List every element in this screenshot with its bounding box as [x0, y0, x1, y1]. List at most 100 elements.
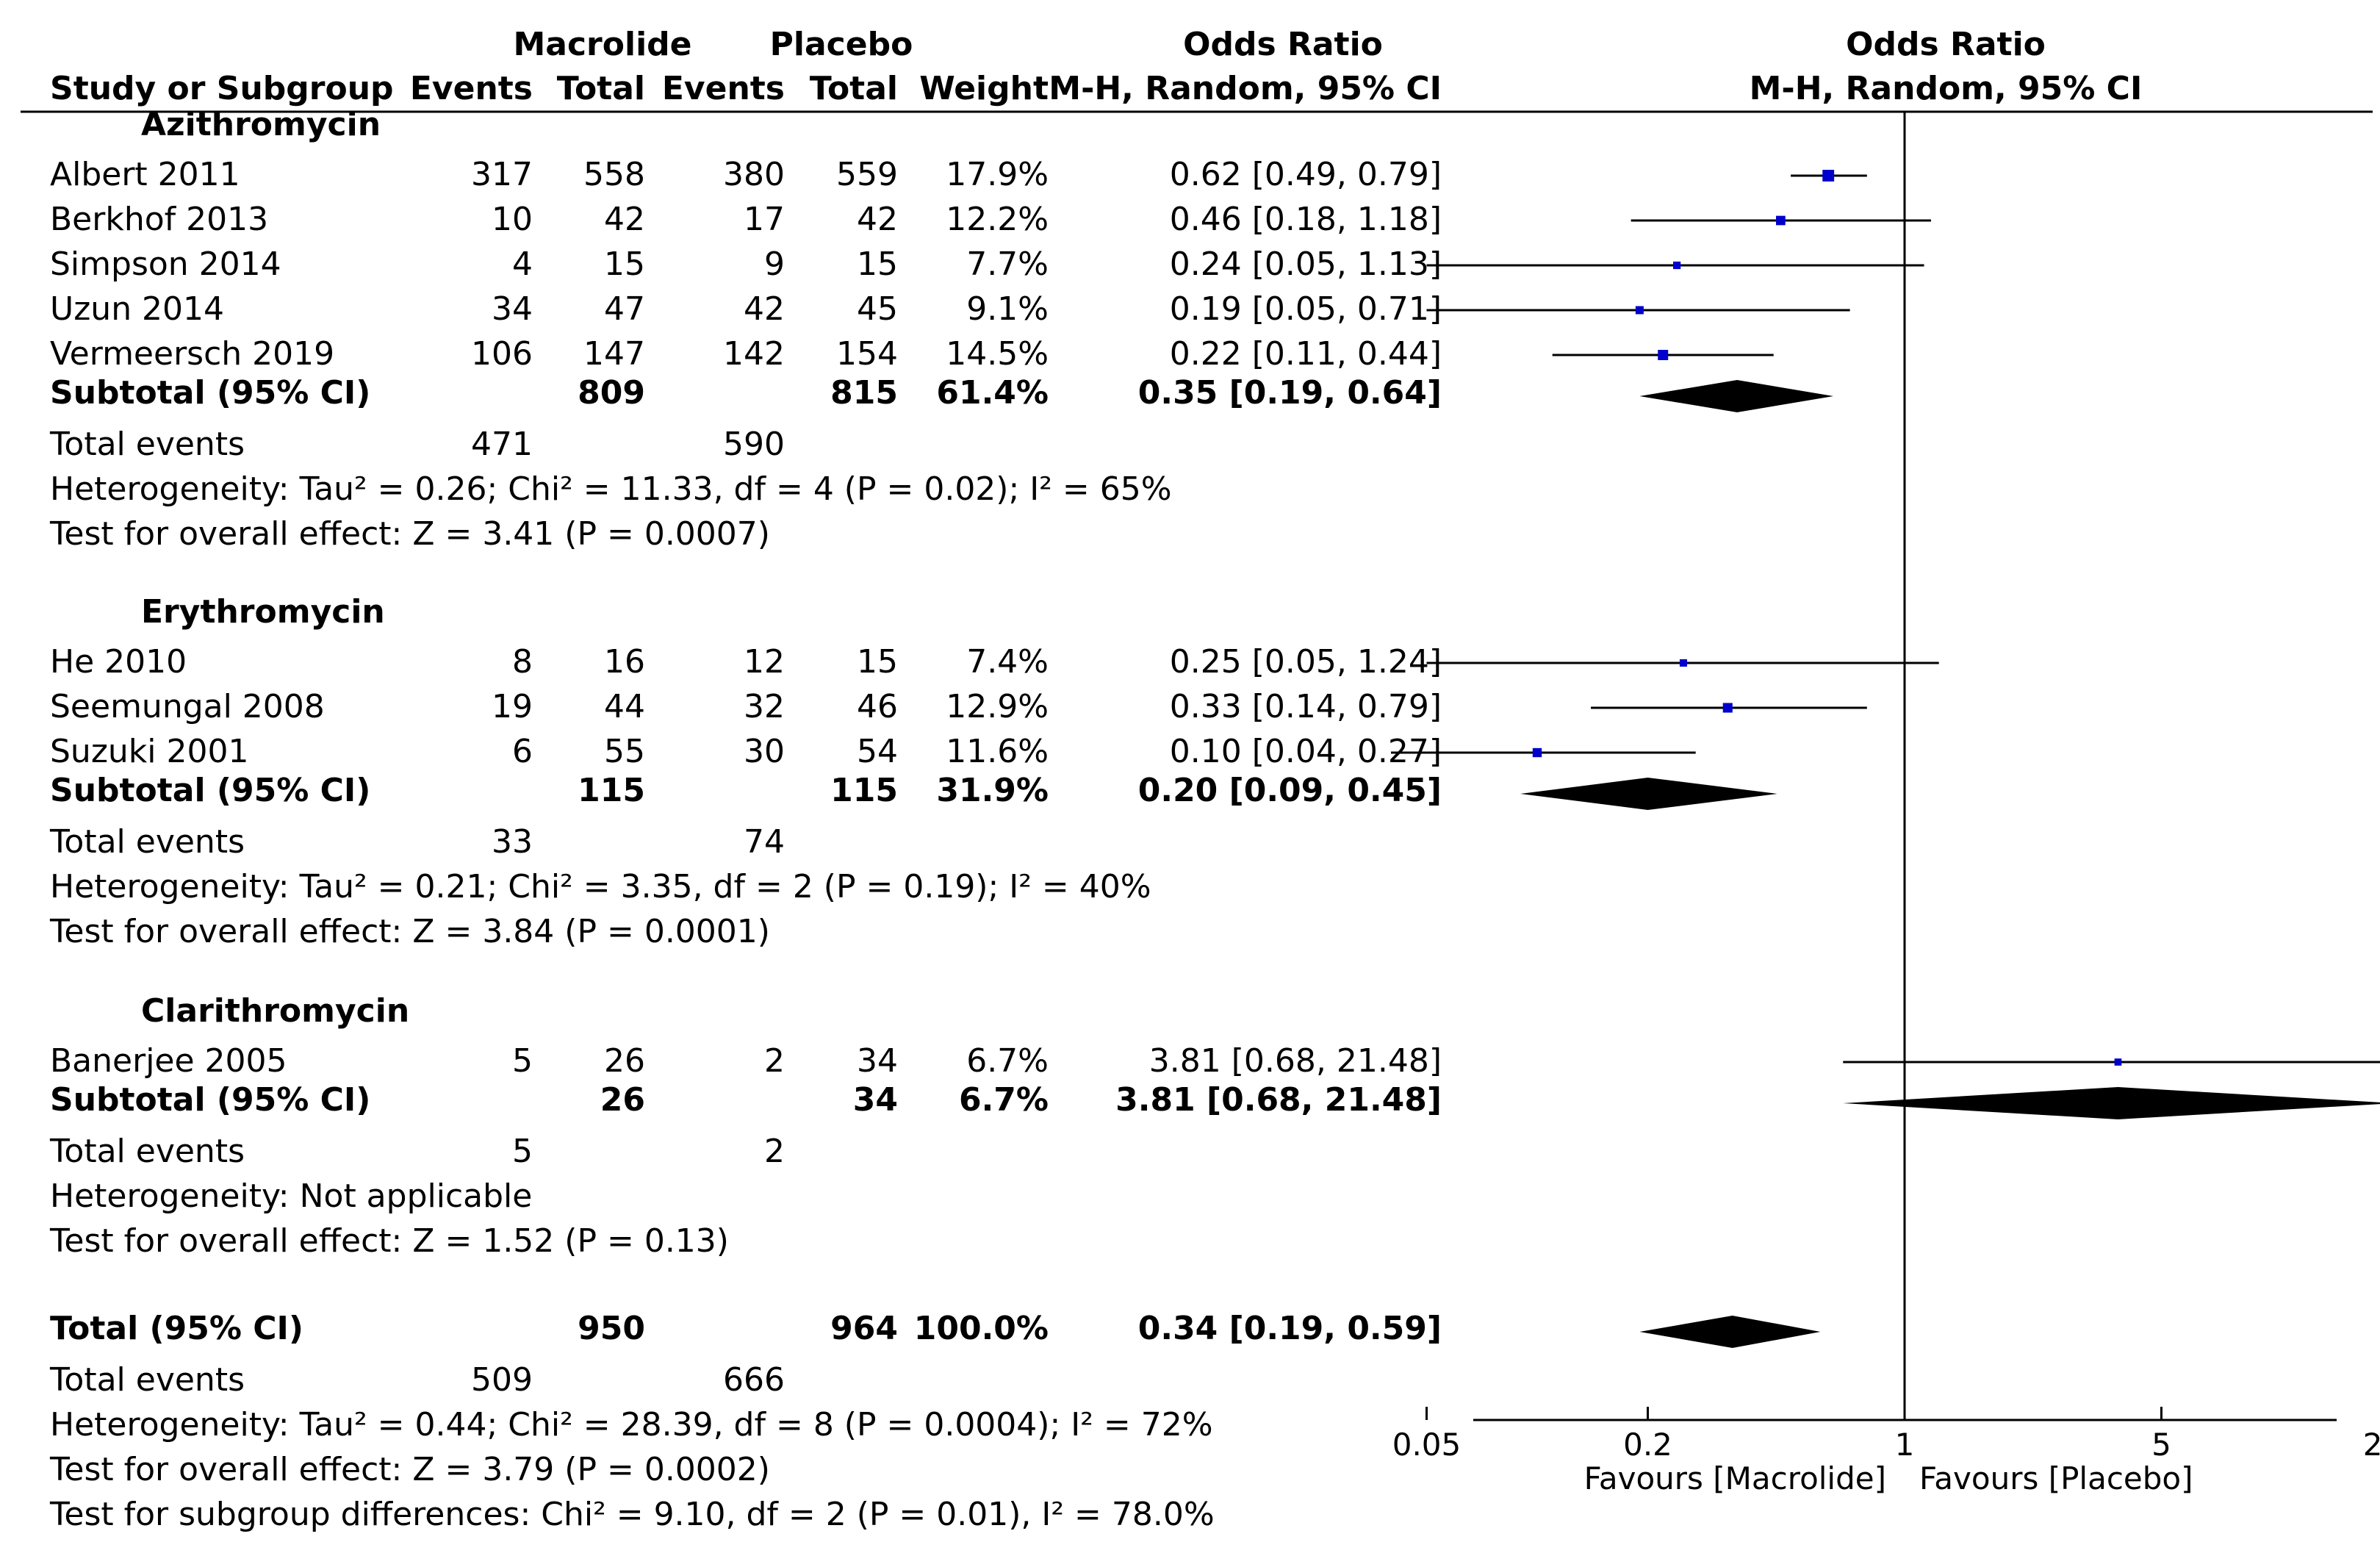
study-name: Vermeersch 2019 [50, 335, 334, 373]
x-axis-tick-label: 20 [2363, 1427, 2380, 1463]
weight-header: Weight [919, 70, 1049, 107]
study-estimate-square [1822, 170, 1835, 182]
study-name: Banerjee 2005 [50, 1042, 287, 1080]
total-events-placebo: 74 [744, 823, 785, 861]
macrolide-total-cell: 558 [583, 156, 645, 193]
subtotal-placebo-total: 815 [830, 374, 898, 412]
placebo-total-cell: 54 [857, 733, 898, 770]
x-axis-tick-label: 0.2 [1623, 1427, 1672, 1463]
x-axis-tick-label: 5 [2151, 1427, 2171, 1463]
overall-weight: 100.0% [914, 1310, 1049, 1347]
study-estimate-square [1635, 306, 1644, 315]
macrolide-group-header: Macrolide [514, 26, 692, 63]
placebo-events-cell: 42 [744, 290, 785, 328]
placebo-total-cell: 45 [857, 290, 898, 328]
placebo-events-cell: 17 [744, 201, 785, 238]
footer-statistic: Heterogeneity: Tau² = 0.44; Chi² = 28.39… [50, 1406, 1213, 1444]
subtotal-weight: 61.4% [936, 374, 1049, 412]
macrolide-events-cell: 317 [471, 156, 533, 193]
plot-title: Odds Ratio [1846, 26, 2046, 63]
macrolide-events-cell: 34 [492, 290, 533, 328]
odds-ratio-ci-cell: 0.24 [0.05, 1.13] [1170, 245, 1442, 283]
study-estimate-square [2114, 1058, 2122, 1066]
heterogeneity-text: Heterogeneity: Tau² = 0.21; Chi² = 3.35,… [50, 868, 1151, 906]
weight-cell: 12.2% [946, 201, 1049, 238]
placebo-group-header: Placebo [770, 26, 913, 63]
total-events-macrolide: 33 [492, 823, 533, 861]
odds-ratio-ci-cell: 0.46 [0.18, 1.18] [1170, 201, 1442, 238]
placebo-total-cell: 15 [857, 245, 898, 283]
total-events-placebo: 590 [723, 426, 785, 463]
overall-diamond [1639, 1316, 1821, 1348]
study-estimate-square [1672, 261, 1681, 270]
study-estimate-square [1658, 350, 1669, 360]
placebo-events-cell: 2 [764, 1042, 785, 1080]
study-name: Seemungal 2008 [50, 688, 325, 725]
odds-ratio-method-header: M-H, Random, 95% CI [1049, 70, 1442, 107]
macrolide-total-cell: 16 [604, 643, 645, 681]
study-estimate-square [1776, 215, 1786, 226]
total-events-label: Total events [49, 823, 245, 861]
subgroup-heading: Erythromycin [141, 593, 385, 631]
placebo-total-cell: 559 [836, 156, 898, 193]
odds-ratio-ci-cell: 3.81 [0.68, 21.48] [1149, 1042, 1442, 1080]
x-axis-tick-label: 0.05 [1392, 1427, 1462, 1463]
weight-cell: 6.7% [966, 1042, 1049, 1080]
total-events-placebo: 2 [764, 1133, 785, 1170]
macrolide-events-cell: 4 [512, 245, 533, 283]
odds-ratio-column-title: Odds Ratio [1183, 26, 1383, 63]
study-name: Suzuki 2001 [50, 733, 248, 770]
study-estimate-square [1679, 659, 1688, 667]
placebo-events-cell: 142 [723, 335, 785, 373]
placebo-events-cell: 32 [744, 688, 785, 725]
macrolide-total-cell: 42 [604, 201, 645, 238]
weight-cell: 7.4% [966, 643, 1049, 681]
placebo-total-cell: 154 [836, 335, 898, 373]
macrolide-events-cell: 106 [471, 335, 533, 373]
placebo-events-cell: 12 [744, 643, 785, 681]
favours-macrolide-label: Favours [Macrolide] [1584, 1460, 1886, 1496]
x-axis-tick-label: 1 [1895, 1427, 1915, 1463]
placebo-total-header: Total [810, 70, 898, 107]
weight-cell: 14.5% [946, 335, 1049, 373]
subtotal-weight: 31.9% [936, 772, 1049, 809]
total-events-label: Total events [49, 426, 245, 463]
weight-cell: 9.1% [966, 290, 1049, 328]
placebo-events-cell: 9 [764, 245, 785, 283]
odds-ratio-ci-cell: 0.25 [0.05, 1.24] [1170, 643, 1442, 681]
placebo-events-cell: 30 [744, 733, 785, 770]
macrolide-total-cell: 147 [583, 335, 645, 373]
overall-effect-text: Test for overall effect: Z = 3.41 (P = 0… [49, 515, 770, 553]
study-name: Simpson 2014 [50, 245, 281, 283]
total-events-macrolide: 471 [471, 426, 533, 463]
subtotal-diamond [1639, 380, 1834, 412]
study-column-header: Study or Subgroup [50, 70, 394, 107]
heterogeneity-text: Heterogeneity: Not applicable [50, 1177, 532, 1215]
macrolide-events-cell: 8 [512, 643, 533, 681]
heterogeneity-text: Heterogeneity: Tau² = 0.26; Chi² = 11.33… [50, 470, 1172, 508]
subtotal-ci: 0.20 [0.09, 0.45] [1138, 772, 1442, 809]
subtotal-label: Subtotal (95% CI) [50, 374, 370, 412]
study-estimate-square [1722, 703, 1733, 713]
overall-total-events-macrolide: 509 [471, 1361, 533, 1399]
study-name: Uzun 2014 [50, 290, 224, 328]
overall-effect-text: Test for overall effect: Z = 1.52 (P = 0… [49, 1222, 729, 1260]
macrolide-events-cell: 6 [512, 733, 533, 770]
overall-effect-text: Test for overall effect: Z = 3.84 (P = 0… [49, 913, 770, 950]
odds-ratio-ci-cell: 0.22 [0.11, 0.44] [1170, 335, 1442, 373]
subtotal-label: Subtotal (95% CI) [50, 1081, 370, 1119]
subtotal-placebo-total: 115 [830, 772, 898, 809]
macrolide-total-header: Total [557, 70, 645, 107]
weight-cell: 7.7% [966, 245, 1049, 283]
placebo-total-cell: 42 [857, 201, 898, 238]
macrolide-total-cell: 47 [604, 290, 645, 328]
study-name: He 2010 [50, 643, 187, 681]
overall-total-label: Total (95% CI) [50, 1310, 303, 1347]
subtotal-label: Subtotal (95% CI) [50, 772, 370, 809]
macrolide-events-cell: 5 [512, 1042, 533, 1080]
macrolide-total-cell: 44 [604, 688, 645, 725]
subtotal-diamond [1520, 778, 1777, 810]
overall-macrolide-total: 950 [578, 1310, 645, 1347]
overall-total-events-label: Total events [49, 1361, 245, 1399]
